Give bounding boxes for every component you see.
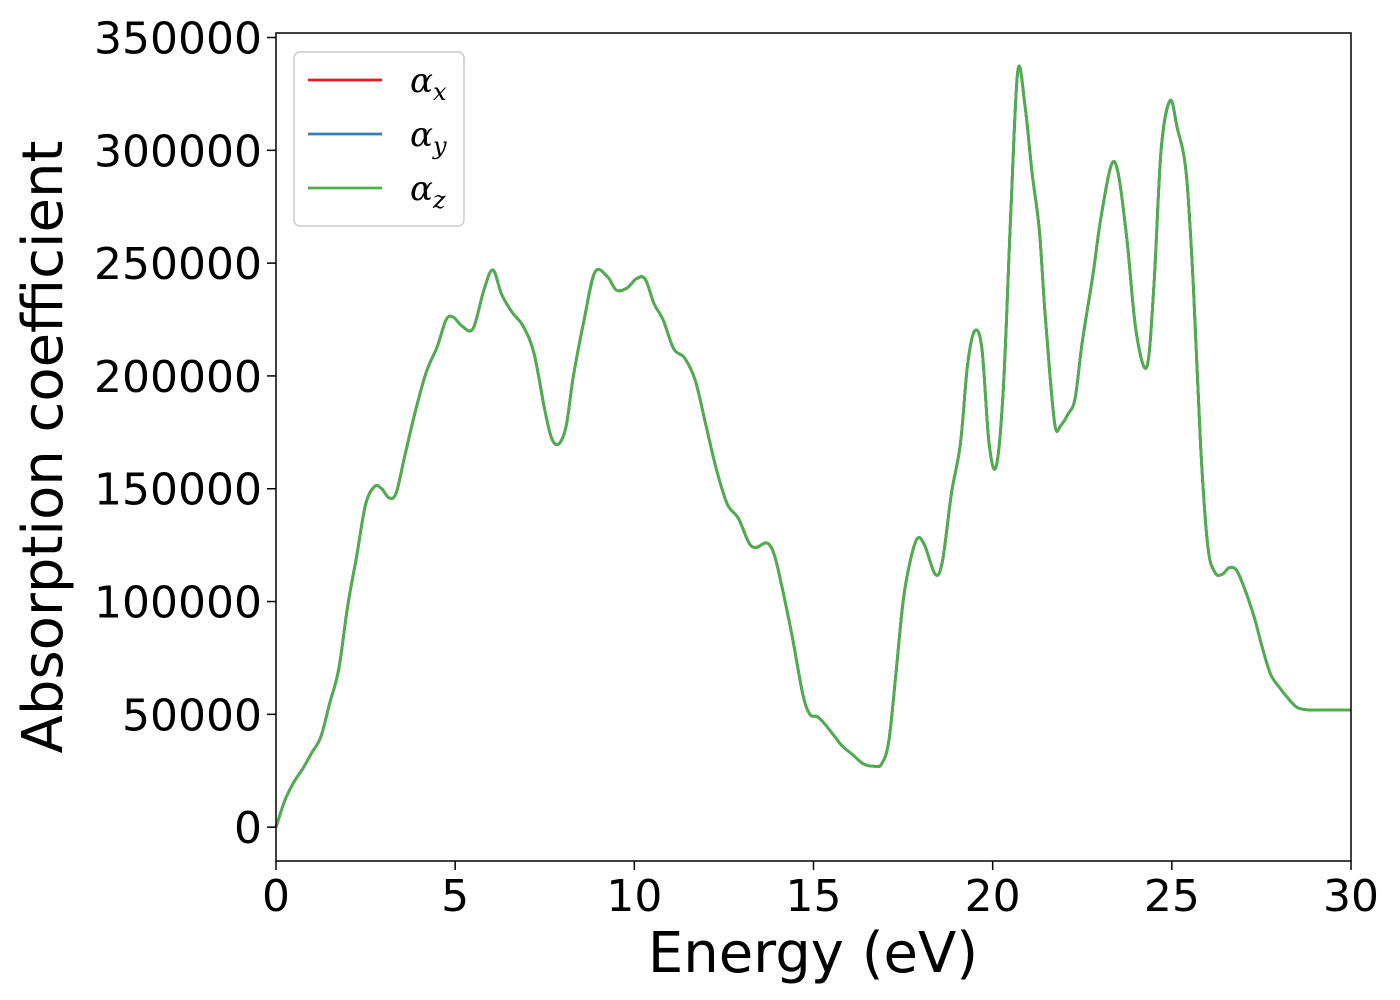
x-tick-label: 20: [965, 871, 1021, 922]
x-tick-label: 10: [606, 871, 662, 922]
y-tick-label: 100000: [94, 578, 262, 629]
y-tick-label: 300000: [94, 126, 262, 177]
x-tick-label: 25: [1144, 871, 1200, 922]
y-tick-label: 250000: [94, 239, 262, 290]
x-tick-label: 0: [262, 871, 290, 922]
y-tick-label: 350000: [94, 14, 262, 65]
x-tick-label: 30: [1323, 871, 1379, 922]
x-tick-label: 5: [441, 871, 469, 922]
series-line-3: [274, 64, 1351, 828]
x-tick-label: 15: [786, 871, 842, 922]
y-axis-ticks: 0 50000 100000 150000 200000 250000 300000 3500…: [94, 14, 276, 854]
y-axis-label: Absorption coefficient: [11, 141, 76, 754]
y-tick-label: 200000: [94, 352, 262, 403]
x-axis-ticks: 0 5 10 15 20 25 30: [262, 861, 1379, 922]
y-tick-label: 50000: [122, 690, 262, 741]
y-tick-label: 150000: [94, 465, 262, 516]
series-layer: [274, 64, 1351, 828]
x-axis-label: Energy (eV): [648, 921, 978, 986]
legend-box: [293, 51, 465, 227]
y-tick-label: 0: [234, 803, 262, 854]
